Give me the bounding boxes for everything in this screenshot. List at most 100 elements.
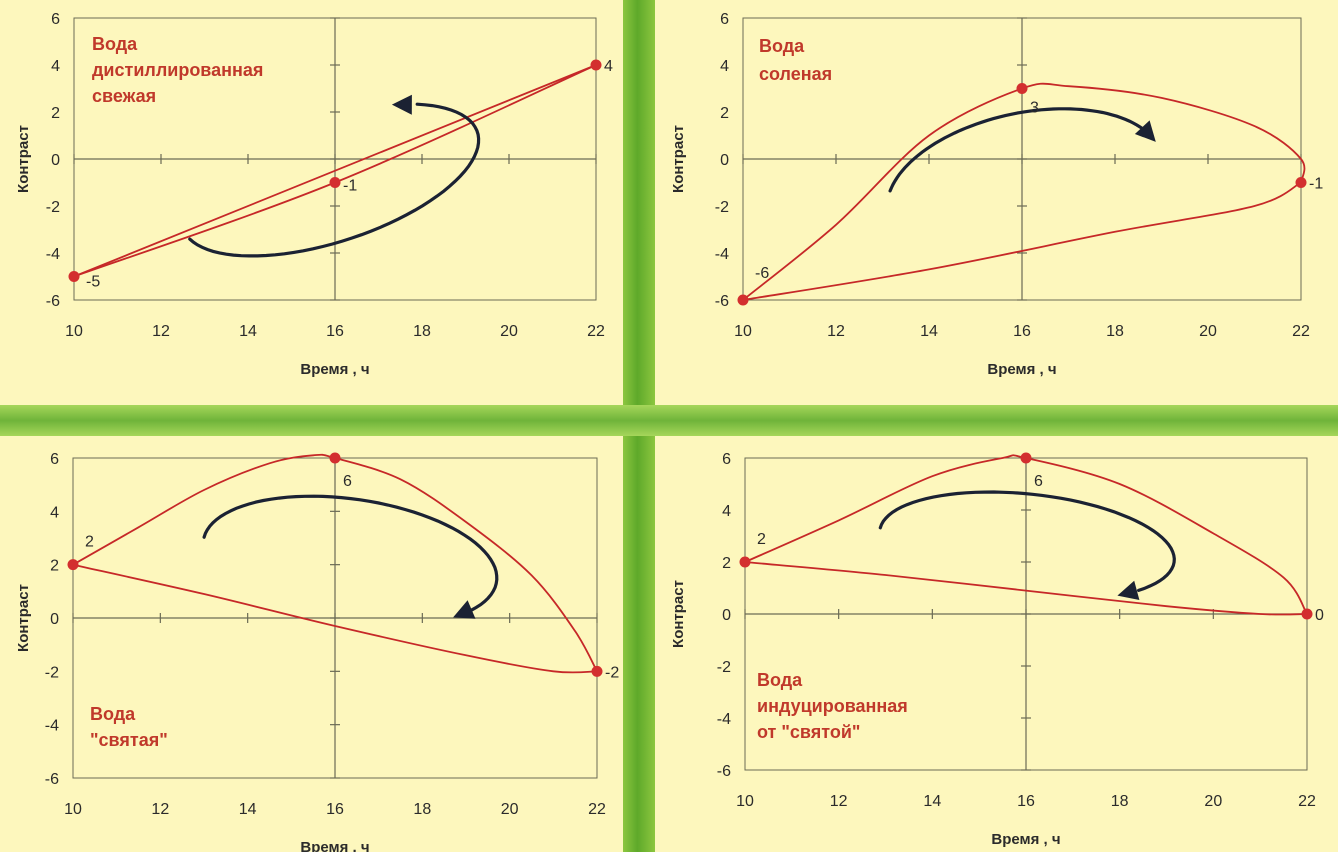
chart-panel-distilled-water: 10 12 14 16 18 20 22 -6 -4 -2 0 2 4 6 Время , ч Контрас… [0, 0, 623, 405]
y-tick-label: 2 [50, 558, 59, 575]
data-label: -5 [86, 274, 100, 291]
y-tick-label: 0 [51, 152, 60, 169]
y-tick-label: -4 [45, 718, 59, 735]
x-tick-label: 10 [734, 323, 752, 340]
chart-title-line: от "святой" [757, 722, 860, 742]
y-tick-label: 6 [50, 451, 59, 468]
data-label: 0 [1315, 607, 1324, 624]
chart-title-line: свежая [92, 86, 156, 106]
x-tick-label: 20 [500, 323, 518, 340]
y-tick-label: -2 [715, 199, 729, 216]
data-point [590, 59, 602, 71]
y-tick-label: -2 [717, 659, 731, 676]
y-tick-label: 4 [50, 504, 59, 521]
y-tick-label: -6 [717, 763, 731, 780]
x-tick-label: 12 [152, 323, 170, 340]
x-tick-label: 18 [413, 323, 431, 340]
chart-title-line: Вода [757, 670, 803, 690]
data-point [68, 271, 80, 282]
y-tick-label: 2 [722, 555, 731, 572]
data-point [329, 452, 341, 464]
circulation-arrow [188, 102, 481, 258]
x-tick-label: 14 [920, 323, 938, 340]
x-tick-label: 22 [588, 801, 606, 818]
x-tick-label: 18 [413, 801, 431, 818]
data-label: 6 [1034, 473, 1043, 490]
y-tick-label: -4 [717, 711, 731, 728]
data-point [737, 294, 749, 306]
y-tick-label: 6 [722, 451, 731, 468]
data-label: -1 [1309, 176, 1323, 193]
x-tick-label: 18 [1106, 323, 1124, 340]
series-line [744, 561, 1308, 616]
data-point [591, 665, 603, 677]
arrow-head [453, 600, 476, 619]
chart-title-line: "святая" [90, 730, 168, 750]
x-tick-label: 12 [827, 323, 845, 340]
chart-title-line: Вода [92, 34, 138, 54]
data-label: -6 [755, 265, 769, 282]
y-tick-label: 4 [51, 58, 60, 75]
data-point [329, 177, 341, 188]
y-tick-label: 2 [51, 105, 60, 122]
chart-title-line: соленая [759, 64, 832, 84]
y-tick-label: 0 [722, 607, 731, 624]
x-tick-label: 22 [1298, 793, 1316, 810]
chart-title-line: Вода [90, 704, 136, 724]
data-label: 6 [343, 473, 352, 490]
chart-panel-holy-water: 10 12 14 16 18 20 22 -6 -4 -2 0 2 4 6 Время , ч Контрас… [0, 436, 623, 852]
arrow-head [391, 94, 412, 115]
x-tick-label: 20 [501, 801, 519, 818]
x-tick-label: 18 [1111, 793, 1129, 810]
x-tick-label: 22 [1292, 323, 1310, 340]
y-tick-label: 0 [720, 152, 729, 169]
circulation-arrow [878, 490, 1176, 592]
circulation-arrow [888, 107, 1151, 193]
x-tick-label: 10 [736, 793, 754, 810]
data-point [1016, 83, 1028, 94]
y-tick-label: 4 [720, 58, 729, 75]
data-point [739, 556, 751, 568]
x-tick-label: 14 [239, 801, 257, 818]
y-tick-label: 6 [51, 11, 60, 28]
x-axis-title: Время , ч [300, 361, 369, 378]
chart-distilled-water: 10 12 14 16 18 20 22 -6 -4 -2 0 2 4 6 Время , ч Контрас… [15, 11, 613, 378]
y-tick-label: -2 [46, 199, 60, 216]
y-tick-label: -6 [715, 293, 729, 310]
divider-horizontal [0, 405, 1338, 436]
series-line [742, 181, 1302, 301]
arrow-head [1134, 120, 1156, 142]
y-tick-label: -6 [46, 293, 60, 310]
chart-panel-salt-water: 10 12 14 16 18 20 22 -6 -4 -2 0 2 4 6 Время , ч Контрас… [655, 0, 1338, 405]
x-tick-label: 10 [65, 323, 83, 340]
data-point [67, 559, 79, 571]
y-tick-label: -2 [45, 664, 59, 681]
chart-title-line: дистиллированная [92, 60, 263, 80]
x-axis-title: Время , ч [991, 831, 1060, 848]
circulation-arrow [202, 494, 499, 612]
data-label: 2 [757, 531, 766, 548]
chart-title-line: Вода [759, 36, 805, 56]
x-tick-label: 12 [151, 801, 169, 818]
y-axis-title: Контраст [15, 584, 32, 652]
y-axis-title: Контраст [670, 580, 687, 648]
x-tick-label: 14 [923, 793, 941, 810]
x-tick-label: 16 [1013, 323, 1031, 340]
data-point [1295, 177, 1307, 188]
x-tick-label: 10 [64, 801, 82, 818]
series-line [72, 563, 598, 674]
data-label: -1 [343, 178, 357, 195]
y-tick-label: 4 [722, 503, 731, 520]
data-point [1301, 608, 1313, 620]
y-tick-label: 6 [720, 11, 729, 28]
chart-panel-induced-water: 10 12 14 16 18 20 22 -6 -4 -2 0 2 4 6 Время , ч Контрас… [655, 436, 1338, 852]
chart-title-line: индуцированная [757, 696, 908, 716]
chart-salt-water: 10 12 14 16 18 20 22 -6 -4 -2 0 2 4 6 Время , ч Контрас… [670, 11, 1323, 378]
x-tick-label: 16 [1017, 793, 1035, 810]
x-tick-label: 20 [1199, 323, 1217, 340]
x-tick-label: 16 [326, 323, 344, 340]
x-axis-title: Время , ч [987, 361, 1056, 378]
arrow-head [1117, 580, 1140, 600]
y-tick-label: 0 [50, 611, 59, 628]
